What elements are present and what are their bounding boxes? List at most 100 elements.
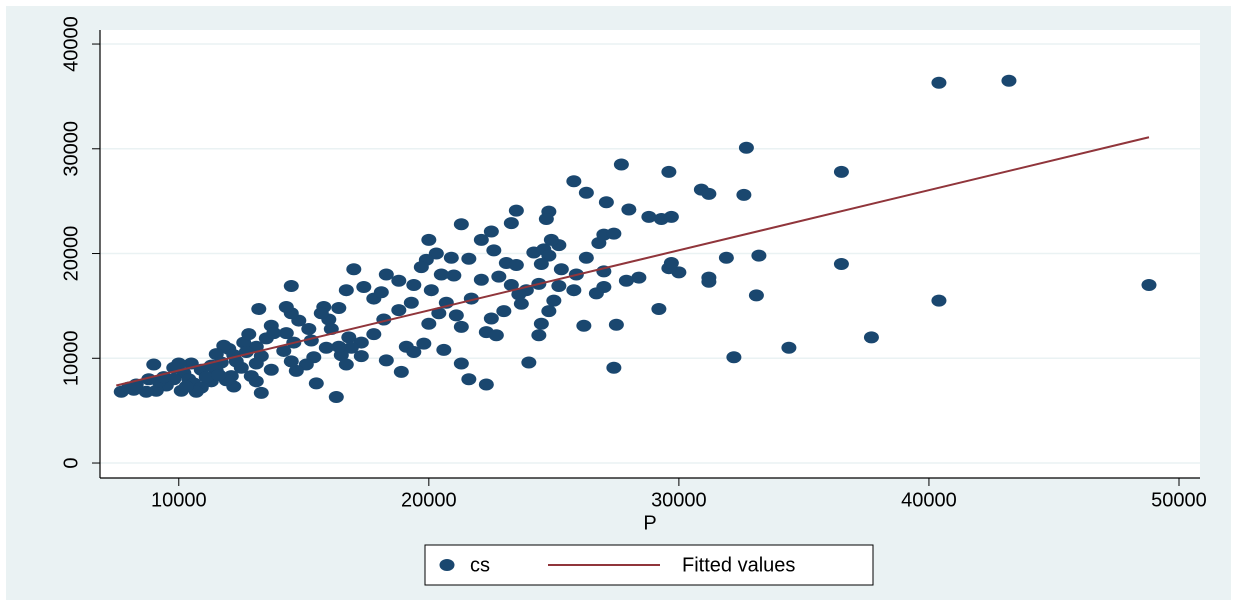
point [278, 327, 294, 340]
point [216, 339, 232, 352]
point [343, 341, 359, 354]
point [121, 381, 137, 394]
point [331, 340, 347, 353]
point [433, 268, 449, 281]
point [178, 380, 194, 393]
point [403, 296, 419, 309]
point [288, 364, 304, 377]
point [491, 270, 507, 283]
x-tick-label: 50000 [1151, 489, 1207, 511]
point [718, 251, 734, 264]
point [631, 271, 647, 284]
point [473, 273, 489, 286]
point [576, 319, 592, 332]
point [453, 357, 469, 370]
grid [100, 43, 1200, 464]
point [406, 345, 422, 358]
point [338, 284, 354, 297]
point [263, 363, 279, 376]
x-tick-label: 20000 [401, 489, 457, 511]
point [621, 203, 637, 216]
axes: 0 10000 20000 30000 40000 10000 20000 30000 4000… [60, 16, 1207, 511]
point [378, 354, 394, 367]
x-tick-label: 30000 [651, 489, 707, 511]
point [608, 318, 624, 331]
point [618, 274, 634, 287]
point [726, 351, 742, 364]
point [478, 378, 494, 391]
point [366, 328, 382, 341]
point [473, 233, 489, 246]
point [278, 300, 294, 313]
legend-label: cs [470, 554, 490, 576]
fit-line [116, 136, 1150, 387]
point [416, 337, 432, 350]
point [508, 259, 524, 272]
legend-label: Fitted values [682, 554, 795, 576]
y-tick-label: 0 [60, 457, 82, 468]
point [663, 256, 679, 269]
point [663, 210, 679, 223]
marks [113, 74, 1157, 404]
point [931, 76, 947, 89]
point [538, 212, 554, 225]
point [736, 188, 752, 201]
point [651, 303, 667, 316]
point [1001, 74, 1017, 87]
point [551, 280, 567, 292]
point [461, 373, 477, 386]
point [483, 225, 499, 238]
point [533, 317, 549, 330]
point [436, 343, 452, 356]
point [318, 341, 334, 354]
point [373, 286, 389, 299]
point [578, 251, 594, 264]
point [613, 158, 629, 171]
point [393, 365, 409, 378]
point [738, 141, 754, 154]
point [446, 269, 462, 282]
point [283, 355, 299, 368]
point [253, 386, 269, 399]
point [266, 327, 282, 340]
point [496, 305, 512, 318]
y-tick-label: 10000 [60, 330, 82, 386]
point [331, 301, 347, 314]
point [338, 358, 354, 371]
point [138, 385, 154, 398]
point [503, 278, 519, 291]
point [541, 249, 557, 262]
legend-marker [439, 559, 455, 571]
point [413, 261, 429, 274]
point [453, 218, 469, 231]
x-axis-title: P [643, 512, 656, 534]
point [431, 307, 447, 320]
point [833, 258, 849, 271]
point [283, 280, 299, 292]
point [241, 328, 257, 341]
point [781, 341, 797, 354]
point [1141, 278, 1157, 291]
point [833, 165, 849, 178]
point [301, 322, 317, 335]
point [598, 196, 614, 209]
point [566, 284, 582, 297]
point [248, 357, 264, 370]
point [406, 278, 422, 291]
point [513, 297, 529, 310]
point [353, 350, 369, 363]
point [701, 275, 717, 288]
point [606, 361, 622, 374]
point [701, 187, 717, 200]
point [198, 371, 214, 384]
point [483, 312, 499, 325]
point [748, 289, 764, 302]
point [308, 377, 324, 390]
point [378, 268, 394, 281]
point [863, 331, 879, 344]
x-tick-label: 40000 [901, 489, 957, 511]
point [521, 356, 537, 369]
point [346, 263, 362, 276]
